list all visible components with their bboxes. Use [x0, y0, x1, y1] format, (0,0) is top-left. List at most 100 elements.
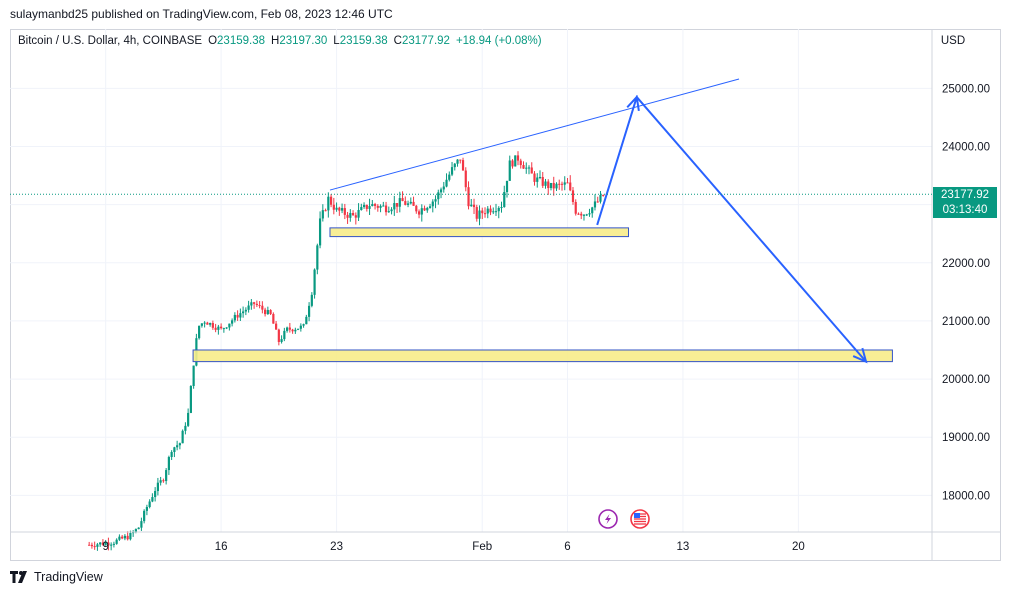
candle-body [123, 535, 127, 539]
candle-body [255, 303, 258, 306]
candle-body [165, 470, 168, 481]
candle-body [132, 532, 135, 534]
candle-body [461, 160, 465, 171]
candle-body [159, 480, 162, 483]
candle-body [296, 328, 300, 330]
candle-body [379, 205, 382, 208]
candle-body [508, 160, 511, 181]
x-tick-label: 6 [564, 541, 570, 553]
trend-line [329, 78, 740, 191]
x-tick-label: Feb [472, 541, 492, 553]
candle-body [483, 213, 487, 215]
candle-body [313, 269, 316, 295]
candle-body [220, 326, 223, 329]
y-tick-label: 24000.00 [942, 141, 990, 153]
candle-body [585, 214, 588, 216]
candle-body [156, 482, 159, 492]
candle-body [107, 542, 110, 546]
support-zone-2 [192, 349, 893, 363]
candle-body [137, 527, 140, 530]
candle-body [602, 194, 605, 196]
candle-body [456, 159, 459, 164]
close-label: C [393, 35, 402, 47]
arrowhead-down [852, 347, 868, 364]
candle-body [242, 311, 245, 314]
tv-logo-icon [10, 571, 27, 583]
candle-body [560, 183, 564, 185]
candle-body [401, 198, 404, 202]
candle-body [338, 207, 341, 211]
candle-body [351, 213, 355, 216]
candle-body [346, 214, 349, 218]
candle-body [327, 196, 330, 211]
candle-body [536, 177, 539, 182]
candle-body [514, 155, 517, 167]
footer-brand[interactable]: TradingView [10, 570, 103, 584]
candle-body [90, 544, 94, 547]
candle-body [231, 320, 234, 324]
candle-body [211, 323, 214, 328]
candle-body [247, 305, 250, 310]
candle-body [154, 491, 157, 498]
candle-body [382, 205, 385, 207]
candle-body [148, 501, 151, 508]
candle-body [121, 536, 124, 539]
candle-body [467, 187, 470, 207]
candle-body [96, 544, 99, 547]
candle-body [409, 201, 412, 204]
candle-body [283, 330, 286, 340]
candle-body [305, 316, 308, 325]
candle-body [492, 211, 495, 213]
y-tick-label: 20000.00 [942, 374, 990, 386]
candle-body [431, 201, 434, 207]
candle-body [244, 309, 247, 312]
candle-body [209, 323, 212, 325]
chart-grid [10, 29, 932, 532]
candle-body [596, 201, 599, 203]
candle-body [395, 203, 399, 207]
candle-body [162, 480, 165, 482]
candle-body [178, 443, 181, 446]
candle-body [294, 329, 297, 332]
candle-body [404, 201, 407, 205]
candle-body [580, 213, 583, 216]
candle-body [250, 302, 253, 306]
candle-body [387, 211, 390, 213]
high-label: H [271, 35, 280, 47]
candle-body [321, 210, 324, 219]
candle-body [134, 529, 138, 533]
candle-body [115, 539, 118, 544]
candle-body [269, 310, 272, 314]
us-flag-icon [630, 509, 650, 529]
candle-body [527, 167, 531, 169]
candle-body [151, 497, 154, 502]
candle-body [406, 203, 410, 205]
candle-body [104, 542, 107, 545]
candle-body [373, 204, 377, 206]
candle-body [533, 173, 536, 182]
high-value: 23197.30 [279, 35, 328, 47]
candle-body [101, 542, 105, 545]
candle-body [360, 207, 363, 211]
candle-body [588, 213, 591, 215]
symbol-label: Bitcoin / U.S. Dollar, 4h, COINBASE [18, 35, 203, 47]
candle-body [129, 533, 132, 540]
last-price-tag: 23177.92 [933, 187, 997, 203]
candle-body [277, 329, 280, 342]
low-label: L [333, 35, 340, 47]
candle-body [280, 339, 283, 342]
candle-body [453, 163, 456, 168]
candle-body [184, 425, 187, 431]
currency-label: USD [941, 35, 965, 47]
y-tick-label: 25000.00 [942, 83, 990, 95]
candle-body [415, 205, 418, 212]
candle-body [222, 328, 225, 330]
projection-path [596, 95, 867, 363]
brand-name: TradingView [34, 570, 103, 584]
candle-body [494, 211, 498, 213]
candle-body [189, 385, 192, 413]
candle-body [448, 174, 451, 180]
y-tick-label: 22000.00 [942, 258, 990, 270]
candle-body [577, 213, 580, 215]
